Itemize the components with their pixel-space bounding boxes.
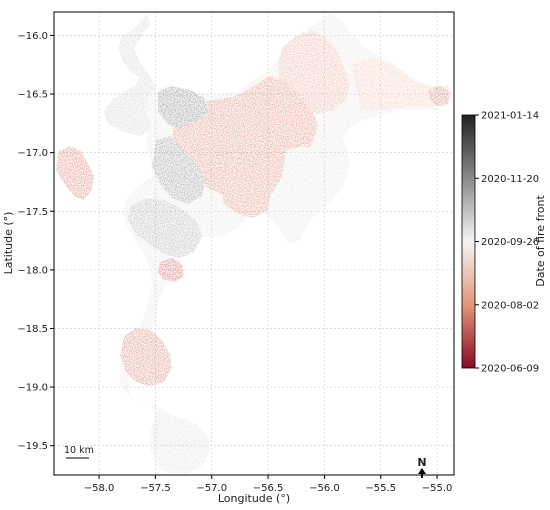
colorbar-gradient (461, 114, 476, 369)
y-tick-label: −17.0 (17, 148, 48, 159)
colorbar-tick-label: 2021-01-14 (481, 111, 539, 122)
burn-region-southeast-orange (220, 176, 270, 218)
scale-bar: 10 km (64, 445, 94, 459)
x-tick-label: −55.0 (422, 483, 453, 494)
y-tick-label: −17.5 (17, 207, 48, 218)
x-tick-label: −56.0 (309, 483, 340, 494)
colorbar-tick-label: 2020-11-20 (481, 174, 539, 185)
x-tick-label: −57.5 (140, 483, 171, 494)
burn-region-east-tip (428, 86, 450, 106)
burn-region-west-red (56, 146, 94, 200)
burn-region-red-spot (158, 258, 184, 282)
colorbar-label: Date of fire front (534, 195, 547, 287)
x-tick-label: −56.5 (253, 483, 284, 494)
x-axis-label: Longitude (°) (218, 492, 290, 505)
y-tick-label: −16.5 (17, 90, 48, 101)
north-arrow-label: N (417, 456, 426, 469)
colorbar-tick-label: 2020-06-09 (481, 364, 539, 375)
y-axis-ticks: −16.0 −16.5 −17.0 −17.5 −18.0 −18.5 −19.0 −19.5 (17, 31, 54, 452)
colorbar: 2021-01-14 2020-11-20 2020-09-26 2020-08-02… (461, 111, 547, 375)
x-tick-label: −58.0 (84, 483, 115, 494)
y-tick-label: −18.5 (17, 324, 48, 335)
burn-region-dark-north (158, 86, 208, 130)
x-axis-ticks: −58.0 −57.5 −57.0 −56.5 −56.0 −55.5 −55.0 (84, 475, 453, 494)
y-tick-label: −18.0 (17, 265, 48, 276)
burn-region-east-grey (280, 146, 330, 230)
burn-region-grey-center (128, 198, 202, 258)
colorbar-tick-label: 2020-09-26 (481, 237, 539, 248)
y-tick-label: −16.0 (17, 31, 48, 42)
colorbar-ticks: 2021-01-14 2020-11-20 2020-09-26 2020-08-02… (475, 111, 539, 375)
y-tick-label: −19.0 (17, 383, 48, 394)
burn-region-central-orange (172, 76, 318, 210)
north-arrow-icon (418, 468, 426, 478)
north-arrow: N (417, 456, 427, 478)
burn-region-east-arm (352, 58, 452, 110)
axes-frame (53, 11, 455, 476)
y-tick-label: −19.5 (17, 441, 48, 452)
fire-footprint (56, 14, 452, 474)
scale-bar-label: 10 km (64, 445, 94, 456)
burn-region-dark-mid (152, 136, 206, 204)
colorbar-tick-label: 2020-08-02 (481, 300, 539, 311)
burn-region-northwest-arm (104, 14, 160, 136)
burn-region-south-orange (120, 328, 172, 386)
burn-region-south-grey (152, 412, 210, 472)
y-axis-label: Latitude (°) (2, 212, 15, 275)
x-tick-label: −55.5 (365, 483, 396, 494)
x-tick-label: −57.0 (196, 483, 227, 494)
